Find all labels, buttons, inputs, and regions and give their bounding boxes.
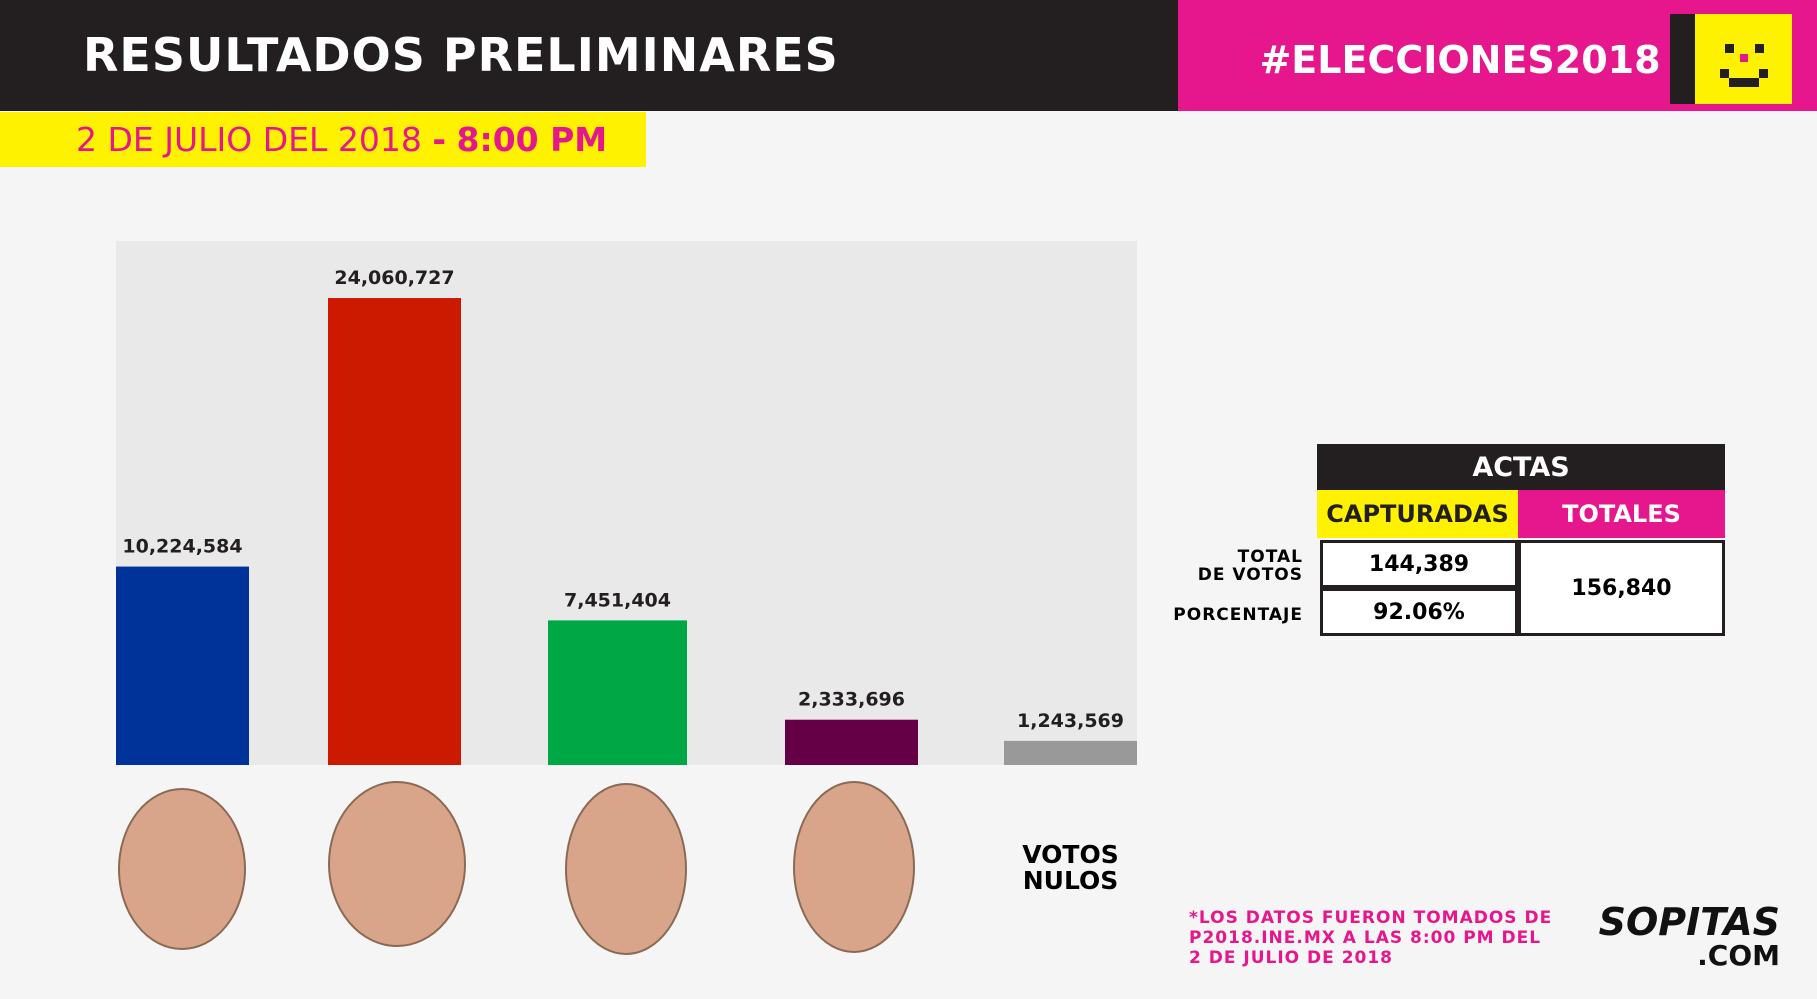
logo: SOPITAS .COM [1590,900,1780,973]
note-line: P2018.INE.MX A LAS 8:00 PM DEL [1189,928,1542,948]
date: 2 DE JULIO DEL 2018 [76,120,422,159]
header-total: TOTALES [1518,490,1725,538]
note: *LOS DATOS FUERON TOMADOS DE P2018.INE.M… [1189,908,1552,968]
row-label: TOTAL DE VOTOS [1150,548,1303,584]
category-label: VOTOS NULOS [1022,839,1119,895]
hashtag: #ELECCIONES2018 [1259,38,1661,82]
bar [116,566,249,765]
logo-box [1670,14,1695,104]
value-label: 10,224,584 [122,536,242,558]
separator: - [432,120,447,159]
smiley [1720,44,1768,87]
cell: 92.06% [1320,588,1518,636]
logo-name: SOPITAS [1598,900,1780,944]
value-label: 2,333,696 [798,689,905,711]
header-bar [0,0,1178,111]
cell: 156,840 [1518,540,1725,636]
bar [548,620,687,765]
time: 8:00 PM [456,120,608,159]
note-line: 2 DE JULIO DE 2018 [1189,948,1394,968]
value-label: 24,060,727 [334,267,454,289]
value-label: 7,451,404 [564,589,671,611]
bar [1004,740,1137,765]
bar [785,719,918,765]
row-label: PORCENTAJE [1173,605,1303,625]
date-bar: 2 DE JULIO DEL 2018 - 8:00 PM [0,112,646,167]
logo-box [1695,14,1792,104]
row-label-line: DE VOTOS [1197,565,1303,585]
note-line: *LOS DATOS FUERON TOMADOS DE [1189,908,1553,928]
actas-title: ACTAS [1317,444,1725,490]
header-captured: CAPTURADAS [1317,490,1518,538]
faces [118,781,915,955]
logo-domain: .COM [1697,939,1780,972]
value-label: 1,243,569 [1017,710,1124,732]
bar [328,298,461,765]
cell: 144,389 [1320,540,1518,588]
title: RESULTADOS PRELIMINARES [83,28,839,82]
row-label-line: TOTAL [1237,547,1303,567]
